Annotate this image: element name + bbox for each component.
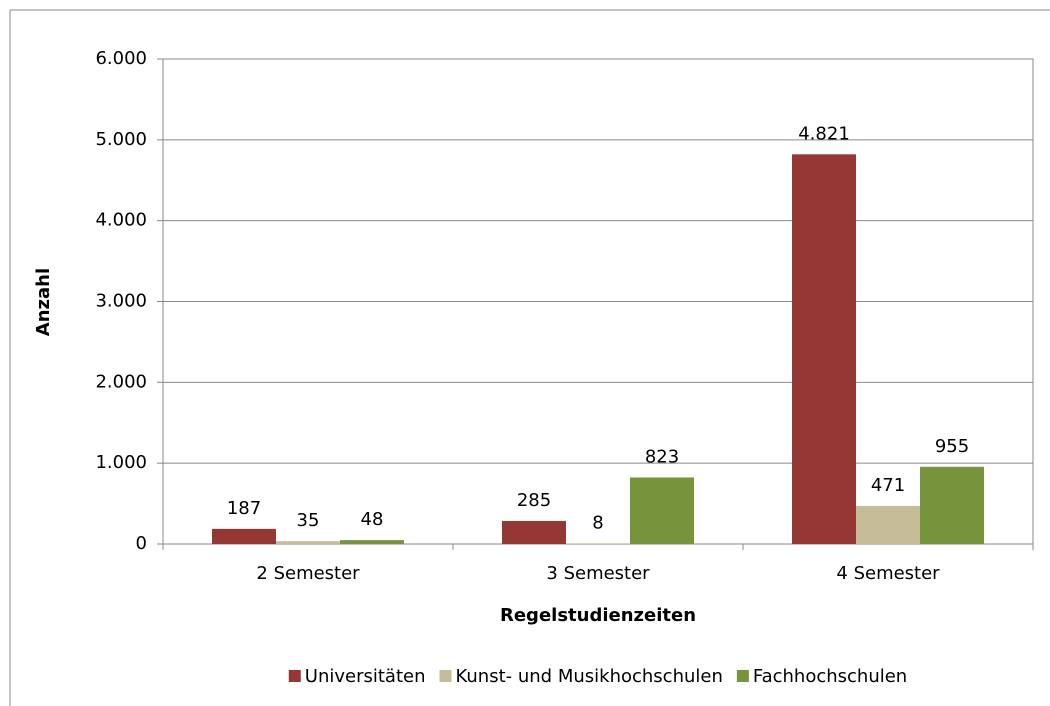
bar bbox=[276, 541, 340, 544]
legend-label: Fachhochschulen bbox=[753, 666, 907, 687]
bar bbox=[792, 154, 856, 545]
data-label: 955 bbox=[935, 436, 969, 457]
x-tick-label: 4 Semester bbox=[836, 563, 940, 584]
y-tick-label: 4.000 bbox=[95, 210, 147, 231]
legend-swatch bbox=[288, 670, 301, 682]
x-axis-title: Regelstudienzeiten bbox=[500, 605, 696, 626]
y-tick-label: 2.000 bbox=[95, 371, 147, 392]
y-tick-label: 0 bbox=[136, 533, 147, 554]
data-label: 187 bbox=[227, 498, 261, 519]
y-tick-label: 5.000 bbox=[95, 129, 147, 150]
x-tick-label: 2 Semester bbox=[256, 563, 360, 584]
legend-label: Universitäten bbox=[305, 666, 426, 687]
data-label: 35 bbox=[297, 510, 320, 531]
data-label: 471 bbox=[871, 475, 905, 496]
data-label: 823 bbox=[645, 446, 679, 467]
x-tick-label: 3 Semester bbox=[546, 563, 650, 584]
legend-swatch bbox=[736, 670, 749, 682]
bar bbox=[920, 466, 984, 544]
legend-label: Kunst- und Musikhochschulen bbox=[455, 666, 722, 687]
y-tick-label: 1.000 bbox=[95, 452, 147, 473]
y-tick-label: 6.000 bbox=[95, 48, 147, 69]
data-label: 4.821 bbox=[798, 123, 850, 144]
y-tick-label: 3.000 bbox=[95, 291, 147, 312]
bar bbox=[340, 540, 404, 544]
data-label: 285 bbox=[517, 490, 551, 511]
bar bbox=[212, 528, 276, 544]
legend-swatch bbox=[439, 670, 452, 682]
y-axis-title: Anzahl bbox=[33, 268, 54, 336]
bar bbox=[856, 505, 920, 544]
bar bbox=[566, 543, 630, 544]
data-label: 8 bbox=[592, 512, 603, 533]
data-label: 48 bbox=[361, 509, 384, 530]
bar bbox=[502, 520, 566, 544]
bar bbox=[630, 477, 694, 544]
